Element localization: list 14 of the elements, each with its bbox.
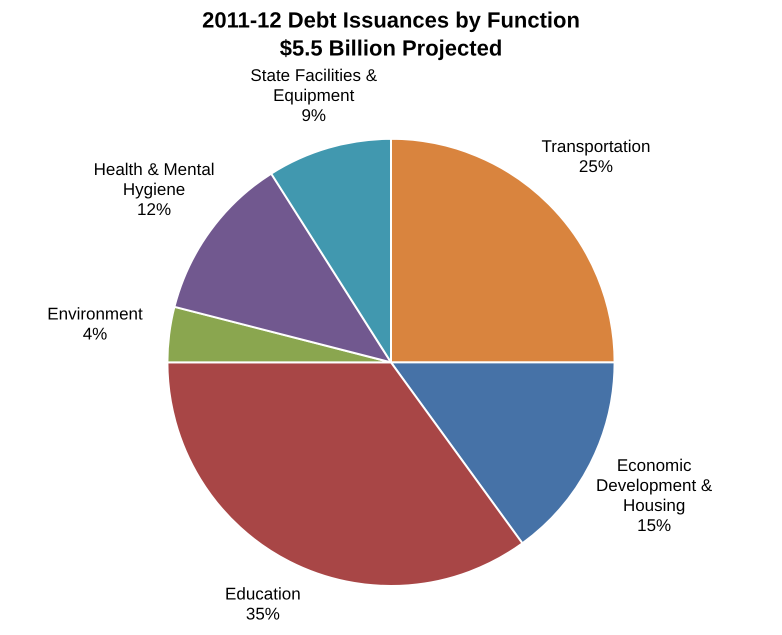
data-label: 25%: [578, 157, 613, 176]
data-label: 35%: [246, 604, 280, 624]
slice-label: Education: [225, 584, 301, 604]
slice-label: State Facilities & Equipment: [250, 66, 378, 106]
slice-label: Environment: [47, 304, 143, 324]
slice-label: Health & Mental Hygiene: [94, 160, 215, 199]
data-label: 4%: [82, 324, 108, 344]
data-label: 15%: [637, 516, 672, 536]
chart-subtitle: $5.5 Billion Projected: [280, 36, 502, 61]
slice-label: Economic Development & Housing: [596, 456, 713, 516]
slice-label: Transportation: [541, 137, 650, 156]
data-label: 9%: [301, 106, 326, 126]
data-label: 12%: [137, 200, 172, 219]
chart-title: 2011-12 Debt Issuances by Function: [202, 7, 580, 32]
